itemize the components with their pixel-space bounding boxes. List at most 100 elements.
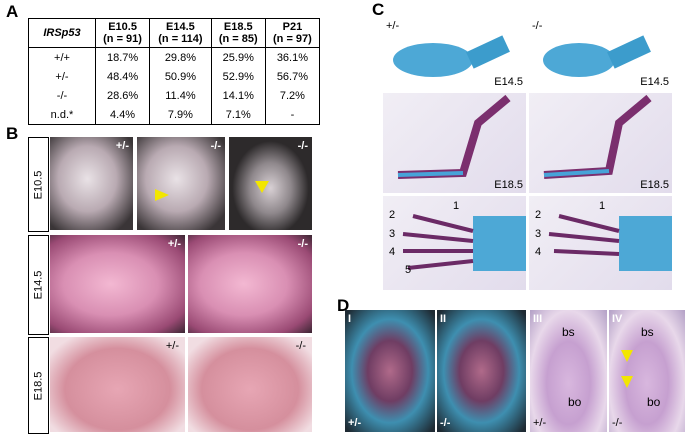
body-cell: 25.9% xyxy=(210,47,266,67)
sample-size: (n = 85) xyxy=(218,33,258,45)
body-cell: 50.9% xyxy=(149,67,212,86)
digits-drawing xyxy=(548,214,672,271)
skeleton-photo: E18.5 xyxy=(529,93,672,193)
limb-drawing xyxy=(543,35,651,77)
stage-label: E18.5 xyxy=(640,179,669,191)
genotype-label: -/- xyxy=(532,20,543,32)
stage-label: E18.5 xyxy=(32,371,45,400)
stage-label: E14.5 xyxy=(640,76,669,88)
numeral: IV xyxy=(612,313,623,325)
embryo-photo: +/- xyxy=(50,137,133,230)
body-cell: 7.2% xyxy=(264,86,321,105)
stage: E14.5 xyxy=(166,21,195,33)
arrowhead xyxy=(621,376,633,388)
header-cell: E18.5 (n = 85) xyxy=(210,18,266,48)
embryo-photo: +/- xyxy=(50,235,185,333)
arrowhead xyxy=(155,189,169,201)
header-cell: P21 (n = 97) xyxy=(264,18,321,48)
embryo-photo: -/- xyxy=(188,337,312,432)
skeleton-photo: E18.5 xyxy=(383,93,526,193)
digit-number: 2 xyxy=(389,209,396,221)
digit-number: 5 xyxy=(405,264,412,276)
embryo-photo: +/- xyxy=(50,337,185,432)
region-label: bo xyxy=(568,395,582,409)
header-cell: E14.5 (n = 114) xyxy=(149,18,212,48)
cranium-photo: I +/- xyxy=(345,310,435,432)
genotype-label: -/- xyxy=(297,140,308,152)
region-label: bs xyxy=(562,325,575,339)
limb-photo: +/- E14.5 xyxy=(383,18,526,90)
body-row: +/- 48.4% 50.9% 52.9% 56.7% xyxy=(28,67,321,86)
genotype-label: +/- xyxy=(165,340,179,352)
stage-label: E14.5 xyxy=(32,270,45,300)
arrowhead xyxy=(255,181,269,193)
region-label: bs xyxy=(641,325,654,339)
digit-number: 4 xyxy=(389,246,396,258)
body-cell: 18.7% xyxy=(94,47,151,67)
stage: E18.5 xyxy=(223,21,253,33)
panel-label: A xyxy=(6,2,19,21)
body-cell: 7.1% xyxy=(210,105,266,125)
body-cell: 36.1% xyxy=(264,47,321,67)
body-row: -/- 28.6% 11.4% 14.1% 7.2% xyxy=(28,86,321,105)
digits-drawing xyxy=(402,214,526,271)
digit-number: 3 xyxy=(389,228,396,240)
genotype-label: +/- xyxy=(167,238,181,250)
cranium-photo: III bs bo +/- xyxy=(530,310,607,432)
arrowhead xyxy=(621,350,633,362)
genotype-table: IRSp53 E10.5 (n = 91) E14.5 (n = 114) E18.5 (n… xyxy=(28,18,321,125)
numeral: I xyxy=(348,313,352,325)
body-cell: 52.9% xyxy=(210,67,266,86)
skeleton-drawing xyxy=(543,94,652,179)
genotype-label: -/- xyxy=(440,417,451,429)
body-cell: +/+ xyxy=(28,47,96,67)
region-label: bo xyxy=(647,395,661,409)
digit-number: 2 xyxy=(535,209,542,221)
body-row: +/+ 18.7% 29.8% 25.9% 36.1% xyxy=(28,47,321,67)
genotype-label: -/- xyxy=(297,238,308,250)
digit-number: 1 xyxy=(599,200,606,212)
row-label: E18.5 xyxy=(28,337,49,434)
row-label: E14.5 xyxy=(28,235,49,335)
embryo-photo: -/- xyxy=(137,137,225,230)
skeleton-drawing xyxy=(397,94,511,179)
genotype-label: -/- xyxy=(612,417,623,429)
cranium-photo: IV bs bo -/- xyxy=(609,310,685,432)
body-cell: 4.4% xyxy=(94,105,151,125)
body-cell: +/- xyxy=(28,67,96,86)
genotype-label: +/- xyxy=(533,417,547,429)
genotype-label: +/- xyxy=(348,417,362,429)
row-label: E10.5 xyxy=(28,137,49,232)
stage: E10.5 xyxy=(108,21,137,33)
genotype-label: +/- xyxy=(386,20,400,32)
body-cell: 28.6% xyxy=(94,86,151,105)
body-cell: -/- xyxy=(28,86,96,105)
digit-number: 3 xyxy=(535,228,542,240)
genotype-label: +/- xyxy=(115,140,129,152)
numeral: II xyxy=(440,313,447,325)
limb-drawing xyxy=(393,35,510,77)
header-row: IRSp53 E10.5 (n = 91) E14.5 (n = 114) E18.5 (n… xyxy=(28,18,321,48)
embryo-photo: -/- xyxy=(229,137,312,230)
genotype-label: -/- xyxy=(210,140,221,152)
body-cell: n.d.* xyxy=(28,105,96,125)
body-cell: - xyxy=(264,105,321,125)
numeral: III xyxy=(533,313,543,325)
body-cell: 11.4% xyxy=(149,86,212,105)
digit-number: 1 xyxy=(453,200,460,212)
corner-cell: IRSp53 xyxy=(28,18,96,48)
stage-label: E10.5 xyxy=(32,170,45,199)
stage-label: E18.5 xyxy=(494,179,523,191)
body-cell: 29.8% xyxy=(149,47,212,67)
sample-size: (n = 114) xyxy=(158,33,203,45)
panel-label: B xyxy=(6,124,19,143)
body-cell: 48.4% xyxy=(94,67,151,86)
limb-photo: -/- E14.5 xyxy=(529,18,672,90)
cranium-photo: II -/- xyxy=(437,310,526,432)
stage: P21 xyxy=(282,21,303,33)
sample-size: (n = 91) xyxy=(103,33,142,45)
body-cell: 14.1% xyxy=(210,86,266,105)
body-row: n.d.* 4.4% 7.9% 7.1% - xyxy=(28,105,321,125)
panel-label: C xyxy=(372,0,385,19)
